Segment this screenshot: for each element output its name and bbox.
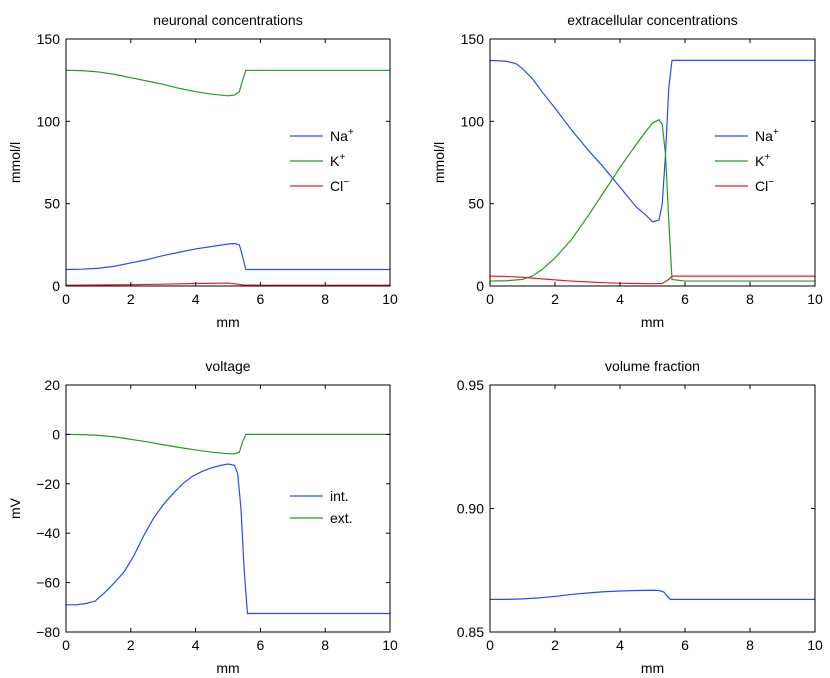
y-tick-label: 0.85 [457, 624, 484, 640]
x-tick-label: 2 [551, 637, 559, 653]
series-line-cl [490, 275, 815, 285]
axes-box [489, 384, 816, 633]
y-tick-label: −80 [36, 624, 60, 640]
legend: Na+ K+ Cl− [715, 127, 779, 194]
y-tick-label: 0.95 [457, 377, 484, 393]
x-axis-label: mm [216, 660, 239, 676]
y-tick-label: 0 [52, 426, 60, 442]
y-axis-label: mmol/l [431, 142, 447, 183]
x-tick-label: 4 [192, 291, 200, 307]
series-line-k [66, 69, 390, 97]
x-tick-label: 8 [746, 291, 754, 307]
x-axis-label: mm [216, 314, 239, 330]
axes-box [65, 384, 391, 633]
x-tick-label: 0 [486, 291, 494, 307]
y-tick-label: 100 [461, 113, 485, 129]
y-tick-label: 0 [52, 278, 60, 294]
x-tick-label: 8 [746, 637, 754, 653]
y-tick-label: 100 [37, 113, 61, 129]
chart-title: neuronal concentrations [153, 12, 302, 28]
chart-title: extracellular concentrations [567, 12, 737, 28]
series-line-int [66, 463, 390, 615]
y-tick-label: 150 [37, 31, 61, 47]
y-tick-label: −60 [36, 575, 60, 591]
x-tick-label: 2 [127, 637, 135, 653]
series-line-k [490, 118, 815, 282]
chart-panel-4: volume fraction 0 2 4 6 8 10 0.85 0.90 0.95 mm [457, 358, 823, 676]
axes-box [489, 38, 816, 287]
y-tick-label: 50 [44, 196, 60, 212]
x-tick-label: 4 [616, 637, 624, 653]
y-tick-label: −40 [36, 525, 60, 541]
legend: int. ext. [290, 488, 353, 526]
x-tick-label: 10 [382, 291, 398, 307]
x-axis-label: mm [641, 314, 664, 330]
legend-entry: ext. [330, 510, 353, 526]
legend-entry: Na+ [330, 127, 354, 144]
legend-entry: K+ [330, 152, 345, 169]
x-tick-label: 0 [62, 637, 70, 653]
series-line-volumefraction [490, 589, 815, 600]
x-tick-label: 4 [192, 637, 200, 653]
series-line-ext [66, 433, 390, 455]
x-tick-label: 2 [551, 291, 559, 307]
legend: Na+ K+ Cl− [290, 127, 354, 194]
x-tick-label: 10 [382, 637, 398, 653]
x-tick-label: 10 [807, 291, 823, 307]
axes-box [65, 38, 391, 287]
x-tick-label: 8 [321, 291, 329, 307]
chart-title: voltage [205, 358, 250, 374]
series-line-na [66, 242, 390, 271]
y-tick-label: 50 [468, 196, 484, 212]
y-tick-label: 20 [44, 377, 60, 393]
legend-entry: Na+ [755, 127, 779, 144]
legend-entry: K+ [755, 152, 770, 169]
legend-entry: Cl− [330, 177, 349, 194]
chart-panel-3: voltage 0 2 4 6 8 10 −80 −60 −40 −20 0 20 mm mV int. ext… [7, 358, 398, 676]
x-tick-label: 6 [257, 291, 265, 307]
legend-entry: int. [330, 488, 349, 504]
legend-entry: Cl− [755, 177, 774, 194]
x-tick-label: 6 [257, 637, 265, 653]
x-tick-label: 0 [62, 291, 70, 307]
series-line-cl [66, 282, 390, 286]
x-tick-label: 0 [486, 637, 494, 653]
y-tick-label: −20 [36, 476, 60, 492]
y-tick-label: 0 [476, 278, 484, 294]
y-tick-label: 150 [461, 31, 485, 47]
x-tick-label: 10 [807, 637, 823, 653]
x-axis-label: mm [641, 660, 664, 676]
x-tick-label: 4 [616, 291, 624, 307]
x-tick-label: 2 [127, 291, 135, 307]
y-axis-label: mV [7, 497, 23, 519]
chart-title: volume fraction [605, 358, 700, 374]
series-line-na [490, 59, 815, 223]
x-tick-label: 6 [681, 637, 689, 653]
y-axis-label: mmol/l [7, 142, 23, 183]
y-tick-label: 0.90 [457, 501, 484, 517]
x-tick-label: 8 [321, 637, 329, 653]
x-tick-label: 6 [681, 291, 689, 307]
